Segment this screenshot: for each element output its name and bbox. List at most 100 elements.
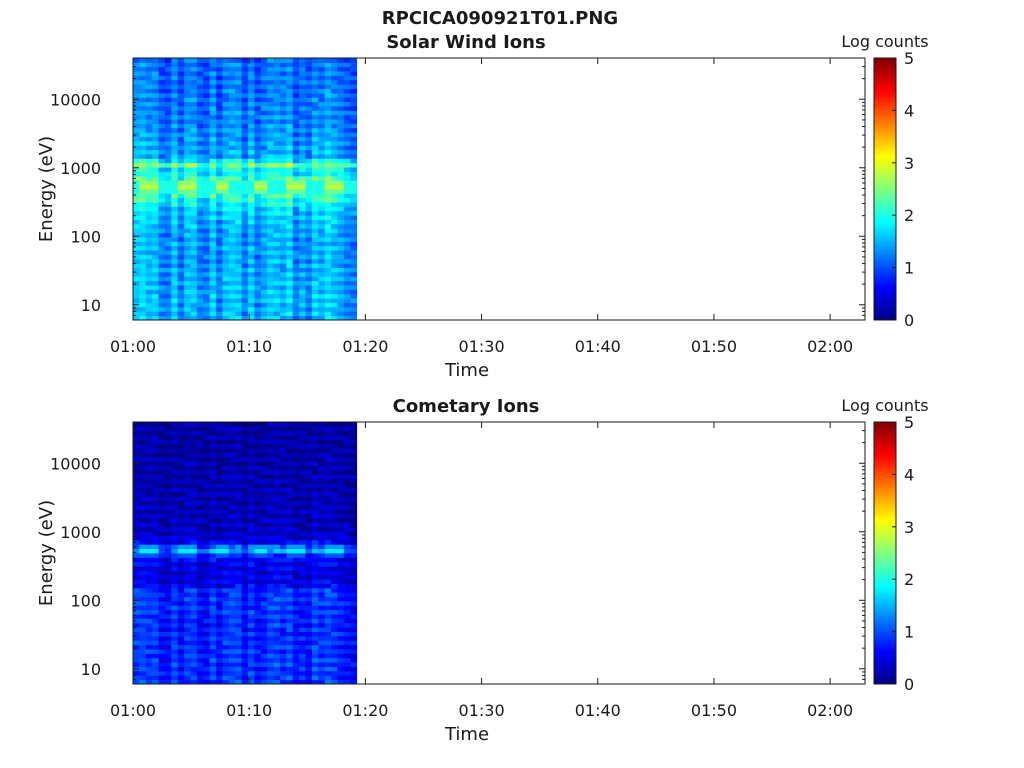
- colorbar-segment: [874, 68, 896, 72]
- spectrogram-cell: [190, 474, 198, 480]
- spectrogram-cell: [324, 154, 332, 159]
- spectrogram-cell: [324, 531, 332, 536]
- spectrogram-cell: [241, 509, 249, 515]
- spectrogram-cell: [343, 114, 351, 120]
- spectrogram-cell: [292, 587, 300, 593]
- spectrogram-cell: [279, 443, 287, 449]
- spectrogram-cell: [273, 605, 281, 611]
- spectrogram-cell: [279, 154, 287, 159]
- spectrogram-cell: [279, 557, 287, 563]
- spectrogram-cell: [279, 539, 287, 545]
- spectrogram-cell: [267, 106, 274, 111]
- spectrogram-cell: [318, 439, 326, 445]
- spectrogram-cell: [260, 544, 268, 550]
- spectrogram-cell: [152, 566, 159, 571]
- spectrogram-cell: [190, 140, 198, 146]
- colorbar-segment: [874, 508, 896, 512]
- spectrogram-cell: [254, 609, 262, 615]
- spectrogram-cell: [171, 184, 179, 190]
- spectrogram-cell: [318, 675, 326, 681]
- spectrogram-cell: [145, 509, 153, 515]
- spectrogram-cell: [241, 175, 249, 181]
- spectrogram-cell: [279, 293, 287, 299]
- spectrogram-cell: [228, 422, 236, 427]
- spectrogram-cell: [241, 237, 249, 242]
- spectrogram-cell: [267, 79, 274, 85]
- spectrogram-cell: [241, 197, 249, 203]
- spectrogram-cell: [292, 149, 300, 155]
- spectrogram-cell: [311, 197, 319, 203]
- spectrogram-cell: [273, 171, 281, 177]
- spectrogram-cell: [273, 535, 281, 541]
- spectrogram-cell: [133, 635, 140, 641]
- spectrogram-cell: [222, 271, 230, 277]
- spectrogram-cell: [248, 92, 255, 98]
- spectrogram-cell: [209, 461, 217, 467]
- spectrogram-cell: [331, 653, 338, 659]
- colorbar-segment: [874, 542, 896, 546]
- spectrogram-cell: [248, 189, 255, 194]
- spectrogram-cell: [145, 496, 153, 501]
- spectrogram-cell: [216, 644, 223, 650]
- spectrogram-cell: [203, 215, 211, 220]
- spectrogram-cell: [311, 592, 319, 598]
- spectrogram-cell: [139, 311, 147, 317]
- spectrogram-cell: [152, 509, 159, 515]
- spectrogram-cell: [222, 254, 230, 260]
- spectrogram-cell: [228, 237, 236, 242]
- spectrogram-cell: [203, 443, 211, 449]
- spectrogram-cell: [209, 92, 217, 98]
- spectrogram-cell: [305, 271, 313, 277]
- spectrogram-cell: [311, 228, 319, 234]
- spectrogram-cell: [235, 258, 243, 264]
- spectrogram-cell: [279, 452, 287, 458]
- spectrogram-cell: [139, 223, 147, 229]
- spectrogram-cell: [216, 487, 223, 493]
- spectrogram-cell: [235, 609, 243, 615]
- spectrogram-cell: [139, 649, 147, 654]
- spectrogram-cell: [267, 245, 274, 251]
- spectrogram-cell: [248, 62, 255, 68]
- spectrogram-cell: [350, 631, 358, 637]
- spectrogram-cell: [145, 649, 153, 654]
- spectrogram-cell: [279, 58, 287, 63]
- colorbar-segment: [874, 505, 896, 509]
- spectrogram-cell: [331, 496, 338, 501]
- colorbar-segment: [874, 458, 896, 462]
- spectrogram-cell: [337, 526, 345, 532]
- spectrogram-cell: [324, 197, 332, 203]
- spectrogram-cell: [279, 496, 287, 501]
- spectrogram-cell: [152, 601, 159, 606]
- spectrogram-cell: [286, 657, 294, 663]
- spectrogram-cell: [139, 158, 147, 164]
- spectrogram-cell: [331, 140, 338, 146]
- spectrogram-cell: [184, 422, 191, 427]
- spectrogram-cell: [337, 254, 345, 260]
- spectrogram-cell: [260, 461, 268, 467]
- spectrogram-cell: [324, 302, 332, 308]
- spectrogram-cell: [235, 422, 243, 427]
- spectrogram-cell: [203, 306, 211, 312]
- spectrogram-cell: [133, 452, 140, 458]
- spectrogram-cell: [324, 66, 332, 72]
- spectrogram-cell: [260, 557, 268, 563]
- spectrogram-cell: [311, 315, 319, 321]
- spectrogram-cell: [164, 263, 172, 268]
- spectrogram-cell: [286, 561, 294, 567]
- spectrogram-cell: [305, 171, 313, 177]
- spectrogram-cell: [318, 171, 326, 177]
- spectrogram-cell: [139, 84, 147, 89]
- spectrogram-cell: [139, 71, 147, 76]
- spectrogram-cell: [171, 675, 179, 681]
- spectrogram-cell: [184, 478, 191, 484]
- spectrogram-cell: [279, 566, 287, 571]
- spectrogram-cell: [350, 487, 358, 493]
- spectrogram-cell: [299, 71, 306, 76]
- spectrogram-cell: [235, 58, 243, 63]
- spectrogram-cell: [343, 657, 351, 663]
- spectrogram-cell: [164, 601, 172, 606]
- spectrogram-cell: [171, 306, 179, 312]
- colorbar-segment: [874, 259, 896, 263]
- spectrogram-cell: [292, 311, 300, 317]
- colorbar-segment: [874, 628, 896, 633]
